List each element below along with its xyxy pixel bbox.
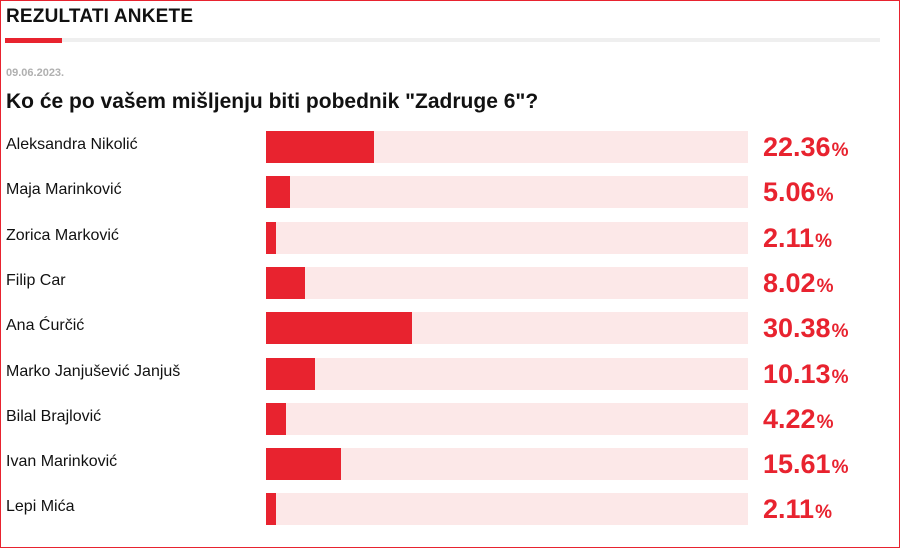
header-divider bbox=[5, 38, 880, 42]
percent-sign: % bbox=[831, 321, 849, 342]
result-bar bbox=[266, 312, 413, 344]
result-value-label: 30.38 bbox=[763, 313, 831, 343]
result-percentage: 22.36% bbox=[763, 131, 848, 163]
result-bar bbox=[266, 358, 315, 390]
candidate-name: Bilal Brajlović bbox=[6, 408, 102, 425]
result-bar-track bbox=[266, 448, 748, 480]
result-percentage: 2.11% bbox=[763, 222, 832, 254]
poll-row: Lepi Mića 2.11% bbox=[1, 493, 900, 525]
candidate-name: Marko Janjušević Janjuš bbox=[6, 363, 181, 380]
poll-date: 09.06.2023. bbox=[6, 67, 65, 79]
poll-row: Bilal Brajlović 4.22% bbox=[1, 403, 900, 435]
poll-row: Marko Janjušević Janjuš 10.13% bbox=[1, 358, 900, 390]
poll-row: Ivan Marinković 15.61% bbox=[1, 448, 900, 480]
candidate-name: Maja Marinković bbox=[6, 181, 122, 198]
result-bar-track bbox=[266, 176, 748, 208]
poll-row: Ana Ćurčić 30.38% bbox=[1, 312, 900, 344]
result-percentage: 4.22% bbox=[763, 403, 833, 435]
percent-sign: % bbox=[831, 140, 849, 161]
header-accent-bar bbox=[5, 38, 62, 43]
poll-question: Ko će po vašem mišljenju biti pobednik "… bbox=[6, 90, 539, 113]
percent-sign: % bbox=[816, 412, 834, 433]
candidate-name: Ana Ćurčić bbox=[6, 317, 85, 334]
result-bar bbox=[266, 267, 305, 299]
result-value-label: 2.11 bbox=[763, 494, 815, 524]
result-bar-track bbox=[266, 403, 748, 435]
result-bar bbox=[266, 493, 277, 525]
result-bar-track bbox=[266, 222, 748, 254]
result-bar-track bbox=[266, 358, 748, 390]
result-value-label: 8.02 bbox=[763, 268, 816, 298]
result-bar bbox=[266, 403, 287, 435]
percent-sign: % bbox=[816, 276, 834, 297]
result-bar bbox=[266, 131, 374, 163]
result-bar bbox=[266, 448, 342, 480]
percent-sign: % bbox=[815, 231, 832, 252]
section-title: REZULTATI ANKETE bbox=[6, 6, 194, 27]
result-value-label: 2.11 bbox=[763, 223, 815, 253]
result-value-label: 15.61 bbox=[763, 449, 831, 479]
poll-row: Aleksandra Nikolić 22.36% bbox=[1, 131, 900, 163]
candidate-name: Ivan Marinković bbox=[6, 453, 118, 470]
result-percentage: 5.06% bbox=[763, 176, 833, 208]
candidate-name: Lepi Mića bbox=[6, 498, 75, 515]
result-bar-track bbox=[266, 267, 748, 299]
candidate-name: Aleksandra Nikolić bbox=[6, 136, 138, 153]
poll-row: Filip Car 8.02% bbox=[1, 267, 900, 299]
percent-sign: % bbox=[831, 457, 849, 478]
result-percentage: 15.61% bbox=[763, 448, 848, 480]
result-bar-track bbox=[266, 493, 748, 525]
result-percentage: 2.11% bbox=[763, 493, 832, 525]
result-bar bbox=[266, 176, 291, 208]
percent-sign: % bbox=[816, 185, 834, 206]
poll-row: Zorica Marković 2.11% bbox=[1, 222, 900, 254]
candidate-name: Zorica Marković bbox=[6, 227, 119, 244]
result-bar-track bbox=[266, 312, 748, 344]
result-value-label: 4.22 bbox=[763, 404, 816, 434]
poll-row: Maja Marinković 5.06% bbox=[1, 176, 900, 208]
percent-sign: % bbox=[831, 367, 849, 388]
percent-sign: % bbox=[815, 502, 832, 523]
result-percentage: 10.13% bbox=[763, 358, 848, 390]
result-percentage: 30.38% bbox=[763, 312, 848, 344]
result-percentage: 8.02% bbox=[763, 267, 833, 299]
result-value-label: 5.06 bbox=[763, 177, 816, 207]
result-value-label: 10.13 bbox=[763, 359, 831, 389]
result-bar-track bbox=[266, 131, 748, 163]
candidate-name: Filip Car bbox=[6, 272, 66, 289]
result-bar bbox=[266, 222, 277, 254]
result-value-label: 22.36 bbox=[763, 132, 831, 162]
